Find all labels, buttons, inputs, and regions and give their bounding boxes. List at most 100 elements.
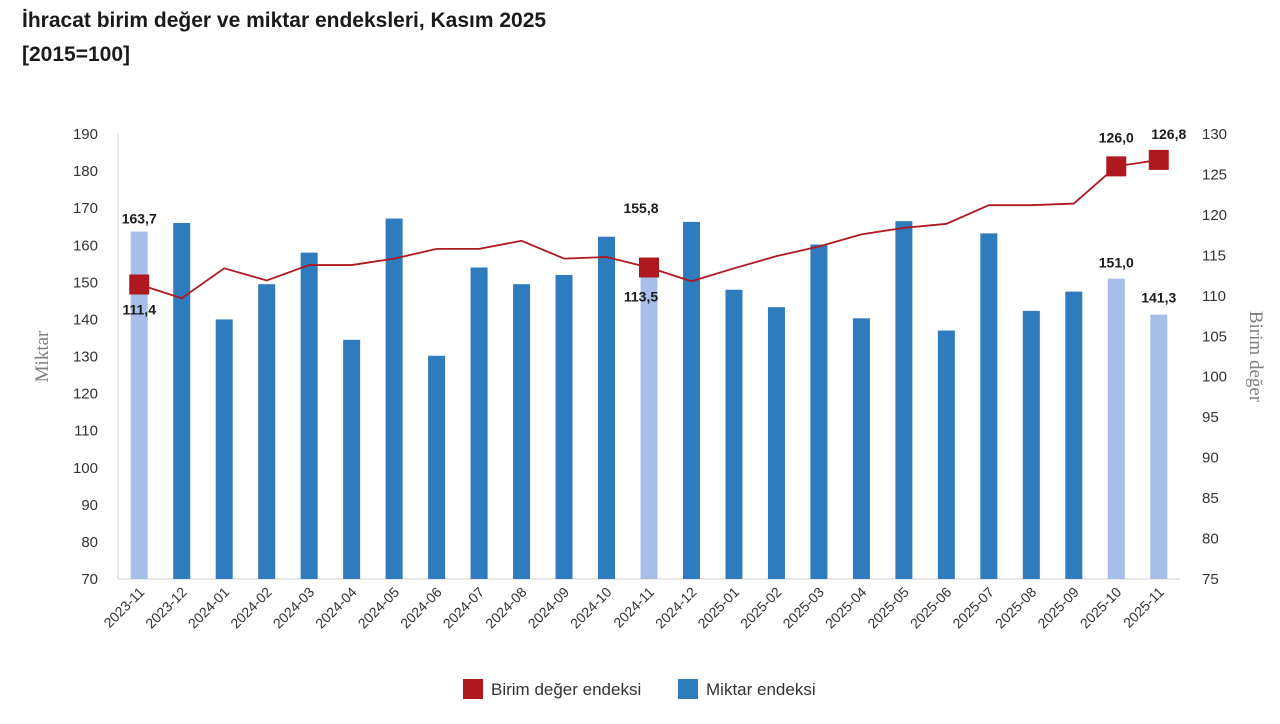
y-left-tick-label: 90 bbox=[81, 497, 98, 514]
y-right-tick-label: 120 bbox=[1202, 207, 1227, 224]
bar bbox=[852, 318, 870, 579]
bar bbox=[640, 260, 658, 579]
x-tick-label: 2025-06 bbox=[907, 584, 955, 632]
bar bbox=[130, 231, 148, 579]
x-tick-label: 2024-07 bbox=[440, 584, 488, 632]
legend-label: Miktar endeksi bbox=[706, 680, 816, 699]
y-left-tick-label: 130 bbox=[73, 349, 98, 366]
y-left-tick-label: 190 bbox=[73, 126, 98, 143]
bar bbox=[598, 236, 616, 580]
x-tick-label: 2025-03 bbox=[779, 584, 827, 632]
data-labels-group: 163,7 111,4 155,8 113,5 151,0 126,0 141,3 126,8 bbox=[122, 126, 1187, 318]
x-tick-label: 2024-09 bbox=[525, 584, 573, 632]
y-left-tick-label: 80 bbox=[81, 534, 98, 551]
y-right-tick-label: 75 bbox=[1202, 571, 1219, 588]
x-tick-label: 2024-12 bbox=[652, 584, 700, 632]
bars-group bbox=[130, 218, 1168, 580]
bar bbox=[937, 330, 955, 579]
y-right-tick-label: 95 bbox=[1202, 409, 1219, 426]
y-left-tick-label: 150 bbox=[73, 274, 98, 291]
data-label: 126,8 bbox=[1151, 126, 1186, 142]
y-left-tick-label: 140 bbox=[73, 311, 98, 328]
y-right-tick-label: 105 bbox=[1202, 328, 1227, 345]
bar bbox=[555, 274, 573, 579]
line-group bbox=[129, 149, 1169, 300]
x-tick-label: 2024-08 bbox=[482, 584, 530, 632]
x-tick-label: 2023-12 bbox=[142, 584, 190, 632]
chart-title: İhracat birim değer ve miktar endeksleri… bbox=[22, 4, 546, 72]
data-label: 111,4 bbox=[122, 301, 156, 317]
y-right-tick-label: 110 bbox=[1202, 288, 1226, 305]
y-right-tick-label: 90 bbox=[1202, 450, 1219, 467]
line-marker bbox=[1148, 149, 1169, 170]
bar bbox=[300, 252, 318, 579]
bar bbox=[470, 267, 488, 579]
bar bbox=[682, 221, 700, 579]
x-tick-label: 2024-04 bbox=[312, 584, 360, 632]
x-tick-label: 2025-04 bbox=[822, 584, 870, 632]
x-tick-label: 2025-08 bbox=[992, 584, 1040, 632]
bar bbox=[1150, 314, 1168, 579]
bar bbox=[1107, 278, 1125, 579]
line-marker bbox=[639, 257, 659, 278]
bar bbox=[428, 355, 446, 579]
y-right-tick-label: 125 bbox=[1202, 166, 1227, 183]
bar bbox=[980, 233, 998, 579]
bar bbox=[767, 307, 785, 579]
data-label: 126,0 bbox=[1099, 129, 1134, 145]
y-left-tick-label: 70 bbox=[81, 571, 98, 588]
data-label: 155,8 bbox=[623, 200, 658, 216]
x-tick-label: 2024-06 bbox=[397, 584, 445, 632]
x-tick-label: 2024-05 bbox=[355, 584, 403, 632]
bar bbox=[1065, 291, 1083, 579]
x-tick-label: 2025-07 bbox=[949, 584, 997, 632]
x-tick-label: 2025-02 bbox=[737, 584, 785, 632]
legend-swatch bbox=[678, 679, 698, 699]
x-tick-label: 2023-11 bbox=[100, 584, 147, 631]
y-right-tick-label: 115 bbox=[1202, 247, 1226, 264]
line-marker bbox=[1106, 156, 1127, 177]
line-marker bbox=[129, 274, 150, 295]
bar bbox=[215, 319, 233, 579]
x-tick-label: 2024-10 bbox=[567, 584, 615, 632]
data-label: 141,3 bbox=[1141, 290, 1176, 306]
data-label: 163,7 bbox=[122, 211, 157, 227]
y-left-tick-label: 100 bbox=[73, 460, 98, 477]
x-tick-label: 2024-02 bbox=[227, 584, 275, 632]
y-right-tick-label: 130 bbox=[1202, 126, 1227, 143]
bar bbox=[173, 223, 191, 579]
bar bbox=[385, 218, 403, 580]
legend-label: Birim değer endeksi bbox=[491, 680, 641, 699]
x-tick-label: 2025-10 bbox=[1077, 584, 1125, 632]
y-left-tick-label: 110 bbox=[74, 423, 98, 440]
y-right-tick-label: 100 bbox=[1202, 369, 1227, 386]
y-left-tick-label: 160 bbox=[73, 237, 98, 254]
x-tick-label: 2025-05 bbox=[864, 584, 912, 632]
bar bbox=[1022, 310, 1040, 579]
legend: Birim değer endeksi Miktar endeksi bbox=[463, 679, 816, 699]
x-tick-label: 2024-03 bbox=[270, 584, 318, 632]
y-right-tick-label: 80 bbox=[1202, 531, 1219, 548]
x-tick-label: 2025-11 bbox=[1120, 584, 1167, 631]
data-label: 151,0 bbox=[1099, 255, 1134, 271]
chart-title-line2: [2015=100] bbox=[22, 43, 131, 66]
x-tick-label: 2025-09 bbox=[1034, 584, 1082, 632]
y-left-tick-label: 120 bbox=[73, 386, 98, 403]
y-axis-right-title: Birim değer bbox=[1245, 311, 1266, 403]
legend-swatch bbox=[463, 679, 483, 699]
x-tick-label: 2024-01 bbox=[185, 584, 233, 632]
bar bbox=[343, 339, 361, 579]
bar bbox=[725, 289, 743, 579]
y-left-tick-label: 180 bbox=[73, 163, 98, 180]
y-axis-left-title: Miktar bbox=[32, 330, 53, 382]
bar bbox=[258, 284, 276, 579]
y-right-tick-label: 85 bbox=[1202, 490, 1219, 507]
x-tick-label: 2025-01 bbox=[694, 584, 742, 632]
y-left-tick-label: 170 bbox=[73, 200, 98, 217]
x-tick-label: 2024-11 bbox=[610, 584, 657, 631]
bar bbox=[513, 284, 531, 579]
bar bbox=[810, 244, 828, 579]
chart-title-line1: İhracat birim değer ve miktar endeksleri… bbox=[22, 9, 547, 32]
data-label: 113,5 bbox=[624, 289, 658, 305]
